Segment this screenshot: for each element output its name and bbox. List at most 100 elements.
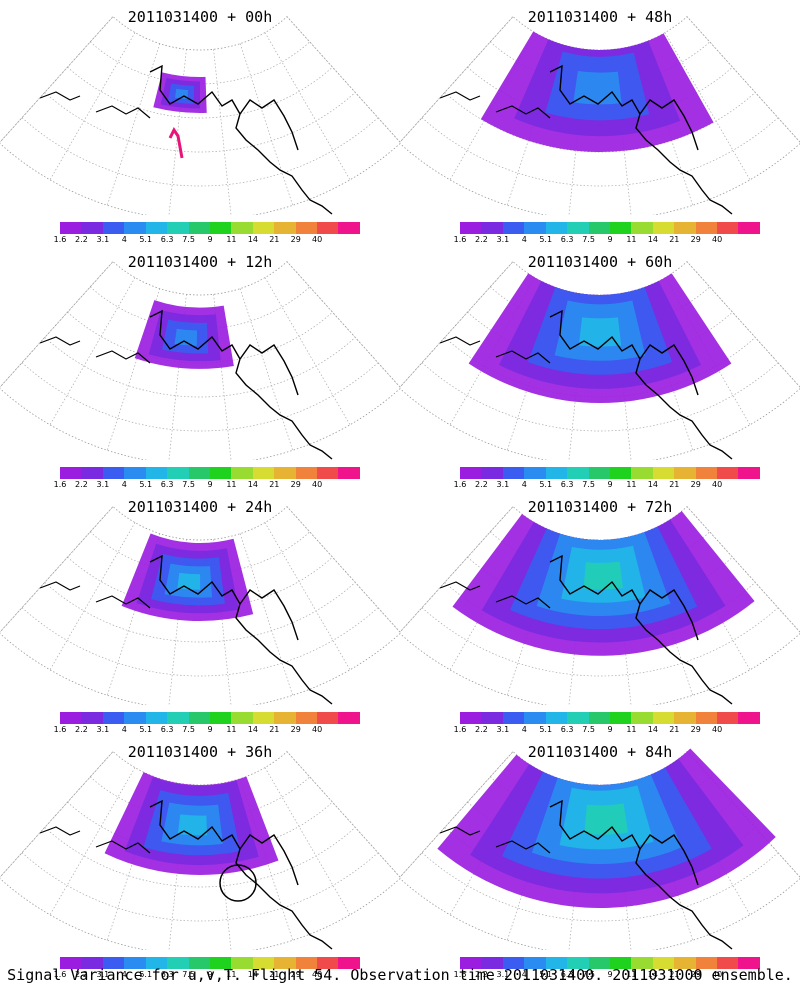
- colorbar-tick-label: 21: [669, 235, 680, 244]
- colorbar-tick-label: 7.5: [582, 480, 595, 489]
- colorbar: [60, 222, 360, 234]
- colorbar-labels: 1.6 2.2 3.1 4 5.1 6.3 7.5 9 11 14 21 29 40: [54, 235, 360, 245]
- colorbar-tick-label: 21: [669, 970, 680, 979]
- colorbar-tick-label: 29: [690, 480, 701, 489]
- colorbar-segment: [167, 957, 189, 969]
- colorbar: [460, 467, 760, 479]
- colorbar-tick-label: 40: [312, 480, 323, 489]
- colorbar-segment: [481, 467, 503, 479]
- colorbar-segment: [631, 957, 653, 969]
- colorbar-tick-label: 7.5: [182, 480, 195, 489]
- colorbar-tick-label: 4: [521, 970, 527, 979]
- colorbar-segment: [588, 712, 610, 724]
- coastline: [549, 64, 733, 215]
- colorbar-tick-label: 3.1: [96, 235, 110, 244]
- colorbar-tick-label: 1.6: [453, 480, 467, 489]
- colorbar-segment: [717, 712, 739, 724]
- colorbar-segment: [631, 712, 653, 724]
- colorbar-segment: [102, 467, 125, 479]
- colorbar-tick-label: 21: [269, 970, 280, 979]
- colorbar-tick-label: 14: [647, 235, 658, 244]
- colorbar-segment: [609, 467, 632, 479]
- variance-contour: [174, 328, 198, 346]
- colorbar-segment: [460, 957, 482, 969]
- colorbar-tick-label: 5.1: [139, 480, 153, 489]
- colorbar-segment: [188, 712, 210, 724]
- colorbar-segment: [567, 957, 589, 969]
- colorbar-segment: [81, 467, 103, 479]
- colorbar-segment: [317, 957, 339, 969]
- colorbar-tick-label: 2.2: [75, 480, 88, 489]
- colorbar-segment: [674, 712, 696, 724]
- colorbar-tick-label: 3.1: [96, 480, 110, 489]
- colorbar-segment: [317, 467, 339, 479]
- colorbar: [60, 957, 360, 969]
- colorbar-tick-label: 6.3: [160, 480, 174, 489]
- colorbar-segment: [738, 957, 760, 969]
- colorbar-tick-label: 3.1: [96, 970, 110, 979]
- colorbar-segment: [231, 222, 253, 234]
- polar-map: [0, 16, 400, 215]
- coastline: [439, 581, 551, 609]
- colorbar-tick-label: 40: [312, 235, 323, 244]
- colorbar-labels: 1.6 2.2 3.1 4 5.1 6.3 7.5 9 11 14 21 29 40: [454, 480, 760, 490]
- colorbar-tick-label: 3.1: [496, 725, 510, 734]
- polar-map: [0, 506, 400, 705]
- colorbar-segment: [81, 957, 103, 969]
- colorbar-segment: [274, 467, 296, 479]
- colorbar-tick-label: 4: [121, 235, 127, 244]
- colorbar-segment: [145, 957, 168, 969]
- colorbar-tick-label: 11: [226, 970, 237, 979]
- panel-title: 2011031400 + 12h: [127, 253, 273, 271]
- coastline: [549, 309, 733, 460]
- coastline: [149, 554, 333, 705]
- colorbar-tick-label: 14: [647, 480, 658, 489]
- colorbar-tick-label: 1.6: [53, 725, 67, 734]
- panel-title: 2011031400 + 48h: [527, 8, 673, 26]
- colorbar-segment: [209, 222, 232, 234]
- map-panel: 2011031400 + 48h 1.6 2.2 3.1 4 5.1 6.3 7.5 9 11 14…: [400, 0, 800, 245]
- colorbar-segment: [317, 222, 339, 234]
- colorbar-segment: [274, 957, 296, 969]
- colorbar-tick-label: 2.2: [75, 235, 88, 244]
- variance-contour: [578, 317, 622, 347]
- colorbar-segment: [738, 222, 760, 234]
- colorbar-labels: 1.6 2.2 3.1 4 5.1 6.3 7.5 9 11 14 21 29 40: [54, 725, 360, 735]
- colorbar-segment: [167, 467, 189, 479]
- colorbar-labels: 1.6 2.2 3.1 4 5.1 6.3 7.5 9 11 14 21 29 40: [454, 970, 760, 980]
- colorbar-segment: [631, 222, 653, 234]
- colorbar-segment: [60, 222, 82, 234]
- variance-contour: [584, 803, 629, 835]
- colorbar-segment: [209, 712, 232, 724]
- flight-track-arrow: [168, 127, 184, 159]
- colorbar-segment: [295, 222, 318, 234]
- colorbar-segment: [695, 467, 718, 479]
- colorbar-segment: [338, 957, 360, 969]
- colorbar-tick-label: 40: [712, 480, 723, 489]
- map-panel: 2011031400 + 00h 1.6 2.2 3.1 4 5.1 6.3 7.5 9 11 14…: [0, 0, 400, 245]
- coastline: [39, 581, 151, 609]
- colorbar-tick-label: 7.5: [582, 235, 595, 244]
- colorbar-tick-label: 1.6: [53, 970, 67, 979]
- colorbar-tick-label: 6.3: [560, 480, 574, 489]
- colorbar-segment: [188, 467, 210, 479]
- variance-contour: [177, 572, 201, 590]
- colorbar-segment: [102, 712, 125, 724]
- colorbar: [460, 712, 760, 724]
- colorbar-segment: [274, 222, 296, 234]
- colorbar-tick-label: 40: [312, 725, 323, 734]
- colorbar-tick-label: 14: [247, 970, 258, 979]
- colorbar-segment: [231, 467, 253, 479]
- colorbar-segment: [481, 957, 503, 969]
- colorbar-segment: [738, 712, 760, 724]
- colorbar-tick-label: 2.2: [475, 970, 488, 979]
- colorbar-segment: [124, 957, 146, 969]
- colorbar: [60, 712, 360, 724]
- colorbar-segment: [295, 467, 318, 479]
- colorbar: [60, 467, 360, 479]
- colorbar-tick-label: 2.2: [475, 725, 488, 734]
- colorbar-segment: [652, 712, 675, 724]
- variance-contour: [177, 814, 208, 836]
- colorbar-tick-label: 40: [312, 970, 323, 979]
- colorbar-segment: [652, 222, 675, 234]
